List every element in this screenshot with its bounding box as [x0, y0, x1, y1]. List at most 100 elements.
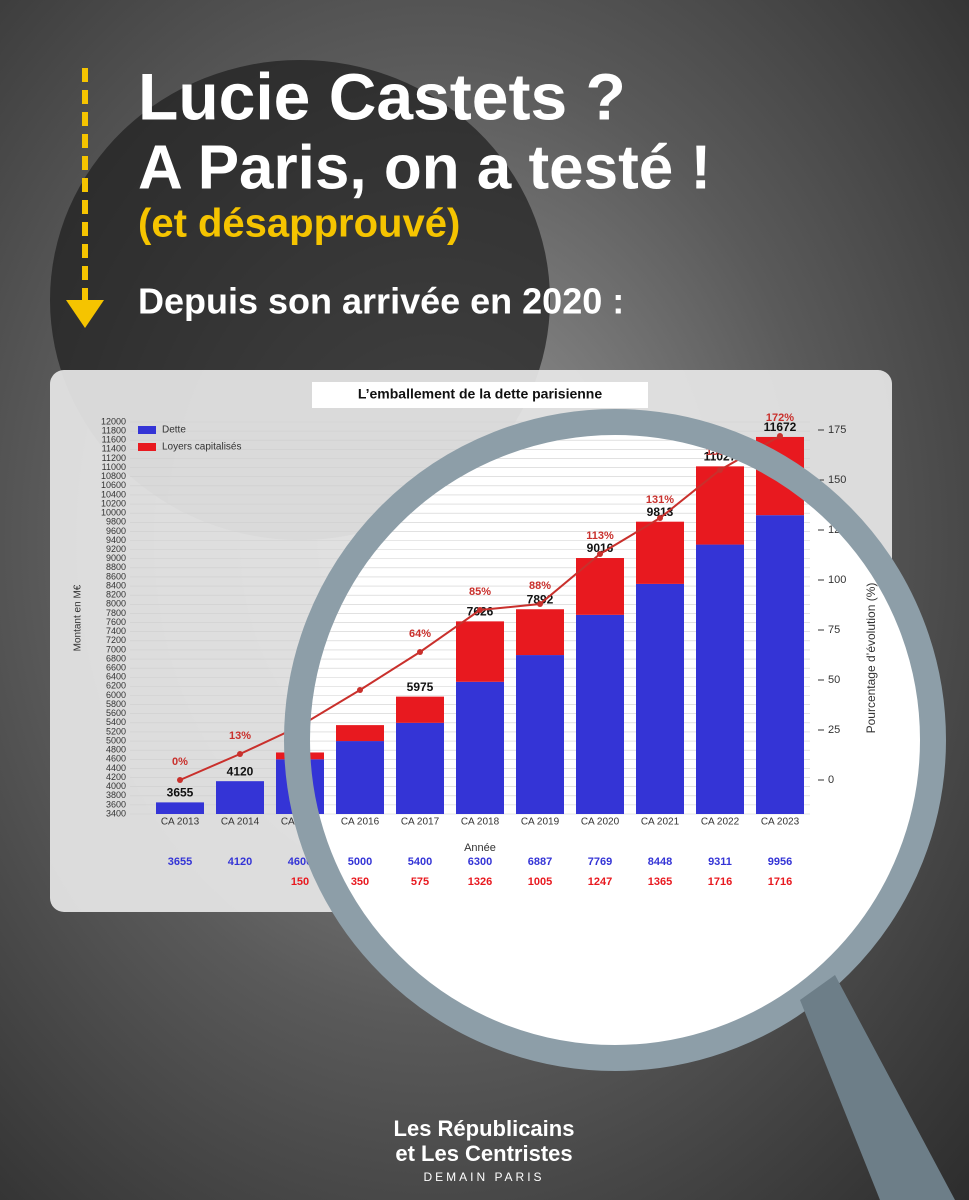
y-tick-label: 11400 [102, 444, 126, 454]
table-value: 9956 [768, 856, 792, 868]
y-tick-label: 5200 [106, 726, 126, 736]
y-tick-label: 6000 [106, 690, 126, 700]
bar-segment [396, 722, 444, 814]
y-tick-label: 3600 [106, 799, 126, 809]
y2-tick-label: 25 [828, 724, 840, 736]
y-tick-label: 4200 [106, 772, 126, 782]
y-tick-label: 8000 [106, 599, 126, 609]
arrow-head [66, 300, 104, 328]
bar-segment [336, 725, 384, 742]
table-value: 4120 [228, 856, 252, 868]
bar-segment [336, 741, 384, 814]
percent-label: 113% [586, 530, 614, 542]
legend-swatch [138, 443, 156, 451]
x-tick-label: CA 2018 [461, 817, 500, 828]
y-tick-label: 8800 [106, 562, 126, 572]
x-tick-label: CA 2021 [641, 817, 680, 828]
y-axis-label: Montant en M€ [73, 584, 84, 651]
bar-segment [636, 521, 684, 584]
y-tick-label: 11600 [102, 435, 126, 445]
table-value: 8448 [648, 856, 672, 868]
percent-point [777, 433, 783, 439]
percent-point [177, 777, 183, 783]
legend-swatch [138, 426, 156, 434]
x-tick-label: CA 2019 [521, 817, 560, 828]
table-value: 1247 [588, 876, 612, 888]
percent-label: 88% [529, 580, 551, 592]
y-tick-label: 9800 [106, 517, 126, 527]
y-tick-label: 10200 [101, 498, 126, 508]
x-tick-label: CA 2017 [401, 817, 440, 828]
table-value: 1005 [528, 876, 552, 888]
legend-label: Loyers capitalisés [162, 442, 241, 453]
x-tick-label: CA 2013 [161, 817, 200, 828]
table-value: 5000 [348, 856, 372, 868]
y-tick-label: 8600 [106, 571, 126, 581]
bar-segment [756, 515, 804, 814]
y-tick-label: 7800 [106, 608, 126, 618]
table-value: 3655 [168, 856, 192, 868]
title: A Paris, on a testé ! [138, 133, 711, 202]
bar-segment [456, 681, 504, 814]
chart-title-box [312, 382, 648, 408]
logo-line: et Les Centristes [395, 1141, 572, 1166]
bar-segment [696, 544, 744, 814]
y-tick-label: 5800 [106, 699, 126, 709]
magnifier-ring [284, 409, 946, 1071]
y2-axis-label: Pourcentage d’évolution (%) [864, 583, 878, 734]
y2-tick-label: 75 [828, 624, 840, 636]
subtitle: (et désapprouvé) [138, 202, 460, 246]
y-tick-label: 11000 [102, 462, 126, 472]
y-tick-label: 7600 [106, 617, 126, 627]
total-label: 3655 [167, 786, 194, 800]
y-tick-label: 10800 [101, 471, 126, 481]
percent-point [417, 649, 423, 655]
y-tick-label: 9400 [106, 535, 126, 545]
y2-tick-label: 50 [828, 674, 840, 686]
bar-segment [696, 466, 744, 545]
y-tick-label: 8400 [106, 580, 126, 590]
y-tick-label: 10600 [101, 480, 126, 490]
bar-segment [156, 802, 204, 814]
percent-point [477, 607, 483, 613]
y-tick-label: 4800 [106, 745, 126, 755]
percent-point [357, 687, 363, 693]
total-label: 4120 [227, 764, 254, 778]
percent-label: 172% [766, 412, 794, 424]
table-value: 575 [411, 876, 429, 888]
table-value: 5400 [408, 856, 432, 868]
y-tick-label: 7200 [106, 635, 126, 645]
percent-label: 0% [172, 756, 188, 768]
y-tick-label: 12000 [101, 416, 126, 426]
table-value: 1326 [468, 876, 492, 888]
percent-label: 64% [409, 628, 431, 640]
y-tick-label: 11200 [102, 453, 126, 463]
y2-tick-label: 175 [828, 424, 846, 436]
total-label: 5975 [407, 680, 434, 694]
title: Lucie Castets ? [138, 59, 626, 133]
bar-segment [576, 614, 624, 814]
table-value: 350 [351, 876, 369, 888]
y-tick-label: 6800 [106, 653, 126, 663]
table-value: 1716 [708, 876, 732, 888]
total-label: 9813 [647, 505, 674, 519]
table-value: 150 [291, 876, 309, 888]
percent-point [237, 751, 243, 757]
y-tick-label: 3400 [106, 808, 126, 818]
total-label: 7892 [527, 592, 554, 606]
percent-label: 85% [469, 586, 491, 598]
percent-point [597, 551, 603, 557]
percent-point [657, 515, 663, 521]
x-tick-label: CA 2023 [761, 817, 800, 828]
bar-segment [216, 781, 264, 814]
logo-tagline: DEMAIN PARIS [423, 1170, 544, 1184]
magnifier-handle [800, 975, 955, 1200]
x-tick-label: CA 2022 [701, 817, 740, 828]
percent-label: 13% [229, 730, 251, 742]
table-value: 9311 [708, 856, 732, 868]
chart-title: L’emballement de la dette parisienne [358, 386, 603, 402]
y-tick-label: 7400 [106, 626, 126, 636]
table-value: 1716 [768, 876, 792, 888]
legend-label: Dette [162, 425, 186, 436]
y-tick-label: 11800 [102, 425, 126, 435]
